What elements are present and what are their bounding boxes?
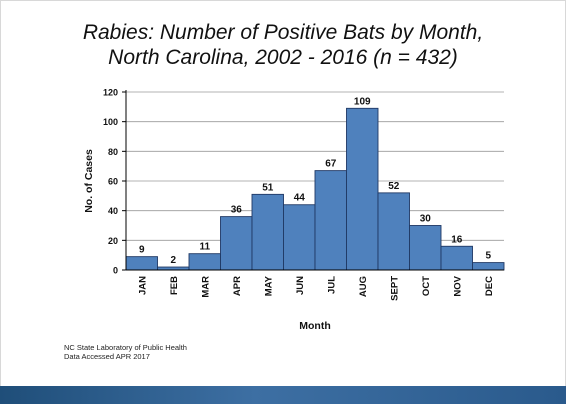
bar-mar	[188, 253, 221, 271]
data-label: 30	[420, 214, 432, 225]
x-tick-label: APR	[232, 276, 243, 296]
bar-dec	[472, 262, 505, 271]
data-label: 16	[451, 234, 463, 245]
y-tick-label: 60	[108, 177, 118, 187]
bar-sept	[377, 192, 410, 271]
bar-jan	[125, 256, 158, 271]
chart-title-line-1: Rabies: Number of Positive Bats by Month…	[82, 21, 484, 44]
data-label: 5	[485, 251, 491, 262]
y-tick-label: 80	[108, 147, 118, 157]
x-tick-label: JAN	[137, 276, 148, 295]
data-label: 44	[294, 193, 306, 204]
bar-may	[251, 193, 284, 271]
x-tick-label: NOV	[452, 275, 463, 296]
x-tick-label: MAR	[200, 276, 211, 298]
source-note: NC State Laboratory of Public Health Dat…	[64, 343, 187, 361]
data-labels: 9 2 11 36 51 44 67 109 52 30 16 5	[139, 96, 492, 266]
bar-oct	[409, 225, 442, 271]
x-tick-label: JUN	[295, 276, 306, 295]
data-label: 52	[388, 181, 400, 192]
data-label: 109	[354, 96, 371, 107]
data-label: 9	[139, 245, 145, 256]
x-tick-label: MAY	[263, 275, 274, 296]
bar-nov	[440, 245, 473, 271]
y-tick-label: 120	[103, 88, 118, 98]
source-line-1: NC State Laboratory of Public Health	[64, 343, 187, 352]
data-label: 51	[262, 182, 274, 193]
y-tick-label: 20	[108, 236, 118, 246]
x-tick-label: OCT	[421, 276, 432, 296]
x-axis-label: Month	[299, 320, 331, 332]
bar-jun	[283, 204, 316, 271]
footer-bar	[0, 386, 566, 404]
chart-title-line-2: North Carolina, 2002 - 2016 (n = 432)	[108, 46, 458, 69]
x-axis-ticks: JAN FEB MAR APR MAY JUN JUL AUG SEPT OCT NOV DEC	[137, 275, 495, 300]
y-axis-ticks: 0 20 40 60 80 100 120	[103, 88, 126, 276]
y-tick-label: 100	[103, 117, 118, 127]
x-tick-label: DEC	[484, 276, 495, 296]
bar-apr	[220, 216, 253, 271]
y-axis-label: No. of Cases	[83, 149, 95, 213]
data-label: 36	[231, 205, 243, 216]
bars	[125, 107, 505, 271]
y-tick-label: 0	[113, 266, 118, 276]
x-tick-label: SEPT	[389, 276, 400, 301]
data-label: 2	[170, 255, 176, 266]
data-label: 67	[325, 159, 337, 170]
x-tick-label: JUL	[326, 276, 337, 294]
chart-title: Rabies: Number of Positive Bats by Month…	[0, 20, 566, 70]
source-line-2: Data Accessed APR 2017	[64, 352, 150, 361]
bar-aug	[346, 107, 379, 271]
x-tick-label: AUG	[358, 276, 369, 297]
y-tick-label: 40	[108, 206, 118, 216]
data-label: 11	[199, 242, 210, 253]
x-tick-label: FEB	[169, 276, 180, 295]
bar-jul	[314, 170, 347, 271]
